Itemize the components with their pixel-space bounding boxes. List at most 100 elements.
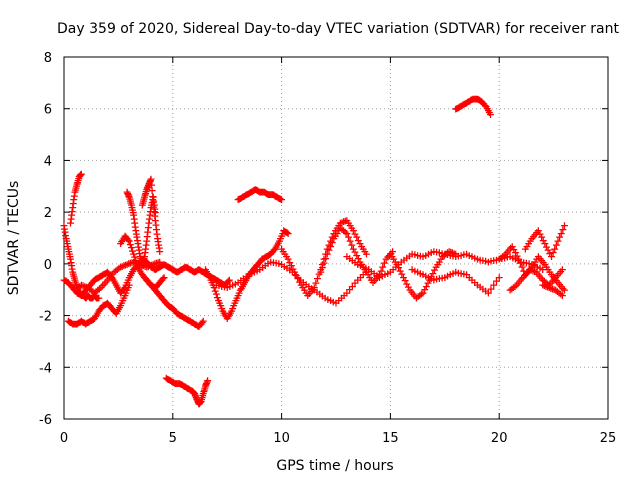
data-point-fill: +: [467, 250, 476, 263]
data-point-fill: +: [150, 202, 159, 215]
data-point: +: [349, 242, 358, 255]
series-arc-21: +++++++++++++++++++++++++++++++++: [505, 263, 566, 297]
data-point: +: [149, 258, 158, 271]
data-point-fill: +: [332, 222, 341, 235]
data-point-fill: +: [421, 269, 430, 282]
data-point: +: [175, 377, 184, 390]
data-point: +: [68, 201, 77, 214]
data-point-fill: +: [92, 272, 101, 285]
data-point-fill: +: [522, 257, 531, 270]
data-point-fill: +: [282, 262, 291, 275]
data-point-fill: +: [156, 275, 165, 288]
data-point-fill: +: [492, 253, 501, 266]
data-point-fill: +: [149, 200, 158, 213]
data-point-fill: +: [139, 252, 148, 265]
data-point: +: [66, 253, 75, 266]
data-point-fill: +: [274, 257, 283, 270]
data-point: +: [68, 317, 77, 330]
data-point-fill: +: [195, 397, 204, 410]
data-point-fill: +: [124, 233, 133, 246]
data-point-fill: +: [542, 240, 551, 253]
series-arc-17: ++++++++++++++++++++++++++++++++++++++++…: [386, 245, 460, 305]
data-point-fill: +: [100, 277, 109, 290]
data-point: +: [445, 245, 454, 258]
data-point-fill: +: [243, 270, 252, 283]
data-point: +: [349, 224, 358, 237]
data-point: +: [353, 258, 362, 271]
data-point-fill: +: [74, 287, 83, 300]
data-point: +: [179, 379, 188, 392]
data-point-fill: +: [93, 291, 102, 304]
data-point: +: [112, 279, 121, 292]
data-point-fill: +: [326, 235, 335, 248]
data-point-fill: +: [399, 253, 408, 266]
data-point-fill: +: [519, 256, 528, 269]
data-point-fill: +: [171, 377, 180, 390]
data-point-fill: +: [546, 277, 555, 290]
data-point-fill: +: [337, 291, 346, 304]
data-point: +: [277, 258, 286, 271]
data-point-fill: +: [207, 276, 216, 289]
data-point: +: [381, 253, 390, 266]
data-point-fill: +: [527, 264, 536, 277]
data-point-fill: +: [178, 379, 187, 392]
data-point-fill: +: [84, 290, 93, 303]
data-point: +: [329, 227, 338, 240]
data-point-fill: +: [158, 259, 167, 272]
data-point: +: [260, 185, 269, 198]
data-point-fill: +: [155, 242, 164, 255]
data-point-fill: +: [443, 246, 452, 259]
data-point-fill: +: [334, 224, 343, 237]
data-point-fill: +: [75, 316, 84, 329]
data-point-fill: +: [514, 277, 523, 290]
data-point-fill: +: [536, 271, 545, 284]
data-point-fill: +: [76, 288, 85, 301]
data-point: +: [462, 268, 471, 281]
data-point-fill: +: [148, 193, 157, 206]
data-point-fill: +: [90, 290, 99, 303]
data-point: +: [129, 248, 138, 261]
data-point-fill: +: [139, 259, 148, 272]
data-point-fill: +: [293, 271, 302, 284]
y-tick-label: 6: [44, 103, 52, 118]
data-point: +: [146, 279, 155, 292]
data-point-fill: +: [432, 273, 441, 286]
data-point: +: [177, 310, 186, 323]
data-point: +: [279, 224, 288, 237]
data-point-fill: +: [263, 187, 272, 200]
data-point-fill: +: [459, 248, 468, 261]
data-point: +: [90, 312, 99, 325]
data-point-fill: +: [131, 220, 140, 233]
data-point-fill: +: [558, 282, 567, 295]
data-point-fill: +: [554, 267, 563, 280]
data-point-fill: +: [77, 289, 86, 302]
data-point-fill: +: [128, 265, 137, 278]
data-point-fill: +: [201, 267, 210, 280]
data-point-fill: +: [492, 275, 501, 288]
data-point-fill: +: [144, 221, 153, 234]
y-tick-label: -6: [39, 413, 52, 428]
data-point-fill: +: [74, 285, 83, 298]
data-point: +: [388, 245, 397, 258]
data-point-fill: +: [91, 290, 100, 303]
data-point-fill: +: [306, 285, 315, 298]
series-arc-2: ++++++++++++++++++++++++++++++++++++++++…: [59, 253, 234, 302]
data-point-fill: +: [258, 185, 267, 198]
data-point-fill: +: [503, 246, 512, 259]
data-point-fill: +: [269, 256, 278, 269]
data-point-fill: +: [87, 291, 96, 304]
data-point-fill: +: [272, 257, 281, 270]
data-point-fill: +: [78, 288, 87, 301]
data-point: +: [140, 250, 149, 263]
data-point: +: [186, 263, 195, 276]
data-point: +: [77, 289, 86, 302]
data-point-fill: +: [128, 204, 137, 217]
data-point-fill: +: [311, 277, 320, 290]
data-point-fill: +: [519, 264, 528, 277]
data-point-fill: +: [173, 377, 182, 390]
data-point-fill: +: [437, 247, 446, 260]
data-point-fill: +: [400, 274, 409, 287]
data-point-fill: +: [417, 288, 426, 301]
data-point-fill: +: [121, 286, 130, 299]
data-point-fill: +: [74, 174, 83, 187]
